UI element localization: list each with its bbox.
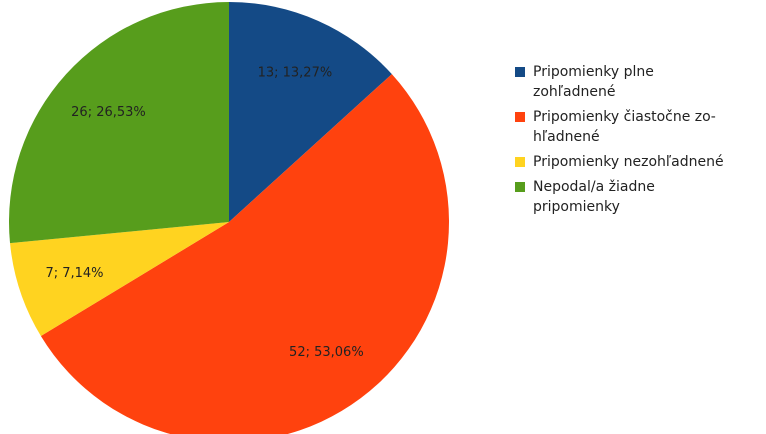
pie-slice — [10, 222, 229, 337]
legend-item: Nepodal/a žiadne pripomienky — [515, 177, 755, 217]
data-label: 26; 26,53% — [71, 105, 146, 120]
legend-label: Pripomienky čiastočne zo­hľadnené — [533, 109, 716, 145]
data-label: 52; 53,06% — [289, 345, 364, 360]
pie-slice — [40, 74, 449, 434]
pie-slice — [9, 2, 230, 244]
legend-item: Pripomienky čiastočne zo­hľadnené — [515, 107, 755, 147]
legend-label: Pripomienky plne zohľadnené — [533, 64, 654, 100]
legend-swatch — [515, 182, 525, 192]
pie-slice — [229, 2, 392, 222]
data-label: 13; 13,27% — [258, 66, 333, 81]
legend-label: Pripomienky nezohľadnené — [533, 154, 724, 170]
legend: Pripomienky plne zohľadnené Pripomienky č… — [515, 62, 755, 222]
legend-swatch — [515, 67, 525, 77]
data-label: 7; 7,14% — [45, 266, 103, 281]
legend-swatch — [515, 112, 525, 122]
legend-item: Pripomienky nezohľadnené — [515, 152, 755, 172]
legend-label: Nepodal/a žiadne pripomienky — [533, 179, 655, 215]
legend-swatch — [515, 157, 525, 167]
legend-item: Pripomienky plne zohľadnené — [515, 62, 755, 102]
